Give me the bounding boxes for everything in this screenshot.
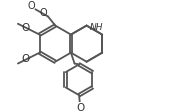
Text: O: O [27,1,35,11]
Text: O: O [40,8,47,18]
Text: O: O [21,23,29,33]
Text: O: O [77,103,85,112]
Text: NH: NH [89,23,103,32]
Text: O: O [21,54,29,64]
